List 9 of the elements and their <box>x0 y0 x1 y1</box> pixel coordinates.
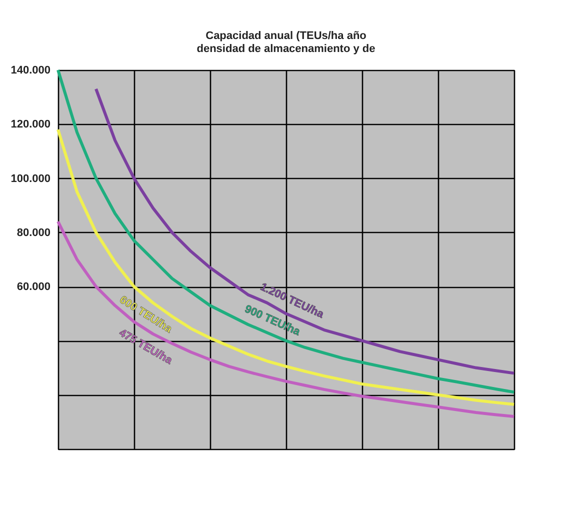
y-tick-label: 100.000 <box>10 172 50 185</box>
line-series <box>94 87 516 375</box>
line-series <box>56 220 516 418</box>
y-tick-label: 120.000 <box>10 118 50 131</box>
y-tick-label: 80.000 <box>16 226 50 239</box>
chart-title: Capacidad anual (TEUs/ha año densidad de almacenamiento y de <box>196 30 376 55</box>
y-tick-label: 140.000 <box>10 64 50 76</box>
y-tick-label: 60.000 <box>16 281 50 294</box>
line-series <box>56 128 516 406</box>
